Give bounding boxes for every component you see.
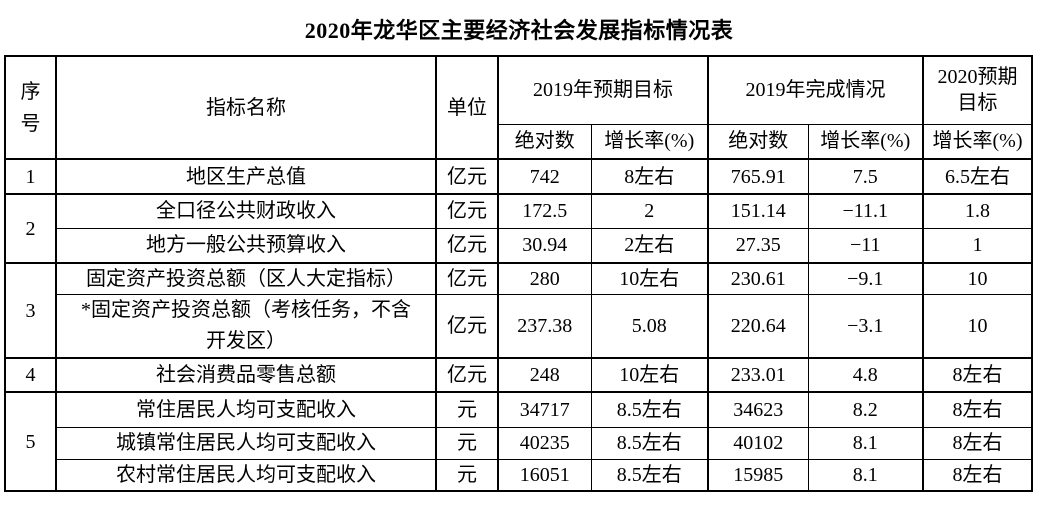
- seq-cell: 4: [4, 357, 57, 393]
- actual-abs-cell: 15985: [707, 458, 809, 492]
- table-row: 1 地区生产总值 亿元 742 8左右 765.91 7.5 6.5左右: [4, 158, 1033, 195]
- page: { "title": "2020年龙华区主要经济社会发展指标情况表", "tab…: [0, 13, 1038, 524]
- target-abs-cell: 16051: [497, 458, 592, 492]
- table-row: 4 社会消费品零售总额 亿元 248 10左右 233.01 4.8 8左右: [4, 357, 1033, 393]
- unit-cell: 亿元: [435, 227, 499, 264]
- target-abs-cell: 248: [497, 357, 592, 393]
- table-row: 2 全口径公共财政收入 亿元 172.5 2 151.14 −11.1 1.8: [4, 193, 1033, 264]
- target-abs-cell: 40235: [497, 426, 592, 460]
- target-rate-cell: 8.5左右: [590, 426, 709, 460]
- rate-2020-cell: 10: [922, 262, 1033, 295]
- target-abs-cell: 237.38: [497, 293, 592, 359]
- rate-2020-cell: 8左右: [922, 357, 1033, 393]
- indicator-name-cell: 常住居民人均可支配收入: [55, 391, 437, 428]
- target-rate-cell: 10左右: [590, 357, 709, 393]
- rate-2020-cell: 8左右: [922, 458, 1033, 492]
- indicator-name-cell: 地方一般公共预算收入: [55, 227, 437, 264]
- col-header-target-abs: 绝对数: [497, 123, 592, 160]
- actual-rate-cell: 8.1: [807, 458, 924, 492]
- col-header-seq-label: 序号: [20, 80, 41, 135]
- unit-cell: 亿元: [435, 293, 499, 359]
- seq-cell: 3: [4, 262, 57, 359]
- actual-rate-cell: 4.8: [807, 357, 924, 393]
- target-rate-cell: 8.5左右: [590, 458, 709, 492]
- page-title: 2020年龙华区主要经济社会发展指标情况表: [304, 18, 734, 43]
- actual-rate-cell: −11: [807, 227, 924, 264]
- col-header-2020-rate: 增长率(%): [922, 123, 1033, 160]
- rate-2020-cell: 1: [922, 227, 1033, 264]
- indicator-name-cell: 固定资产投资总额（区人大定指标）: [55, 262, 437, 295]
- indicator-name-cell: 地区生产总值: [55, 158, 437, 195]
- col-group-2019-actual: 2019年完成情况: [707, 55, 924, 125]
- table-row: 城镇常住居民人均可支配收入 元 40235 8.5左右 40102 8.1 8左…: [5, 426, 1033, 460]
- table-row: *固定资产投资总额（考核任务，不含开发区） 亿元 237.38 5.08 220…: [5, 293, 1033, 359]
- indicator-name-text: *固定资产投资总额（考核任务，不含开发区）: [81, 298, 411, 352]
- seq-cell: 2: [4, 193, 57, 264]
- target-abs-cell: 172.5: [497, 193, 592, 229]
- col-header-seq: 序号: [4, 55, 57, 160]
- actual-rate-cell: −9.1: [807, 262, 924, 295]
- indicator-name-cell: 全口径公共财政收入: [55, 193, 437, 229]
- table-row: 5 常住居民人均可支配收入 元 34717 8.5左右 34623 8.2 8左…: [4, 391, 1033, 492]
- actual-abs-cell: 230.61: [707, 262, 809, 295]
- target-rate-cell: 5.08: [590, 293, 709, 359]
- col-header-indicator: 指标名称: [55, 55, 437, 160]
- col-header-unit: 单位: [435, 55, 499, 160]
- target-rate-cell: 10左右: [590, 262, 709, 295]
- rate-2020-cell: 10: [922, 293, 1033, 359]
- target-rate-cell: 8.5左右: [590, 391, 709, 428]
- target-abs-cell: 30.94: [497, 227, 592, 264]
- actual-rate-cell: −11.1: [807, 193, 924, 229]
- col-header-actual-rate: 增长率(%): [807, 123, 924, 160]
- rate-2020-cell: 1.8: [922, 193, 1033, 229]
- col-header-actual-abs: 绝对数: [707, 123, 809, 160]
- actual-rate-cell: 7.5: [807, 158, 924, 195]
- actual-abs-cell: 220.64: [707, 293, 809, 359]
- table-row: 农村常住居民人均可支配收入 元 16051 8.5左右 15985 8.1 8左…: [5, 458, 1033, 492]
- actual-abs-cell: 233.01: [707, 357, 809, 393]
- col-header-target-rate: 增长率(%): [590, 123, 709, 160]
- unit-cell: 元: [435, 426, 499, 460]
- rate-2020-cell: 6.5左右: [922, 158, 1033, 195]
- indicator-name-cell: 农村常住居民人均可支配收入: [55, 458, 437, 492]
- rate-2020-cell: 8左右: [922, 426, 1033, 460]
- header-row-1: 序号 指标名称 单位 2019年预期目标 2019年完成情况 2020预期目标: [4, 55, 1033, 160]
- actual-abs-cell: 27.35: [707, 227, 809, 264]
- target-abs-cell: 280: [497, 262, 592, 295]
- unit-cell: 元: [435, 391, 499, 428]
- header-row-2: 绝对数 增长率(%) 绝对数 增长率(%) 增长率(%): [5, 123, 1033, 160]
- actual-rate-cell: 8.1: [807, 426, 924, 460]
- col-group-2020-target: 2020预期目标: [922, 55, 1033, 125]
- table-row: 3 固定资产投资总额（区人大定指标） 亿元 280 10左右 230.61 −9…: [4, 262, 1033, 359]
- target-abs-cell: 742: [497, 158, 592, 195]
- table-row: 地方一般公共预算收入 亿元 30.94 2左右 27.35 −11 1: [5, 227, 1033, 264]
- actual-abs-cell: 151.14: [707, 193, 809, 229]
- target-rate-cell: 2: [590, 193, 709, 229]
- unit-cell: 元: [435, 458, 499, 492]
- indicator-name-cell: 社会消费品零售总额: [55, 357, 437, 393]
- unit-cell: 亿元: [435, 193, 499, 229]
- target-rate-cell: 2左右: [590, 227, 709, 264]
- seq-cell: 5: [4, 391, 57, 492]
- unit-cell: 亿元: [435, 158, 499, 195]
- actual-abs-cell: 34623: [707, 391, 809, 428]
- indicators-table: 序号 指标名称 单位 2019年预期目标 2019年完成情况 2020预期目标 …: [4, 55, 1033, 492]
- actual-rate-cell: −3.1: [807, 293, 924, 359]
- seq-cell: 1: [4, 158, 57, 195]
- target-abs-cell: 34717: [497, 391, 592, 428]
- actual-abs-cell: 765.91: [707, 158, 809, 195]
- actual-abs-cell: 40102: [707, 426, 809, 460]
- indicator-name-cell: *固定资产投资总额（考核任务，不含开发区）: [55, 293, 437, 359]
- indicator-name-cell: 城镇常住居民人均可支配收入: [55, 426, 437, 460]
- target-rate-cell: 8左右: [590, 158, 709, 195]
- actual-rate-cell: 8.2: [807, 391, 924, 428]
- unit-cell: 亿元: [435, 262, 499, 295]
- col-group-2020-target-label: 2020预期目标: [937, 66, 1018, 115]
- rate-2020-cell: 8左右: [922, 391, 1033, 428]
- unit-cell: 亿元: [435, 357, 499, 393]
- col-group-2019-target: 2019年预期目标: [497, 55, 709, 125]
